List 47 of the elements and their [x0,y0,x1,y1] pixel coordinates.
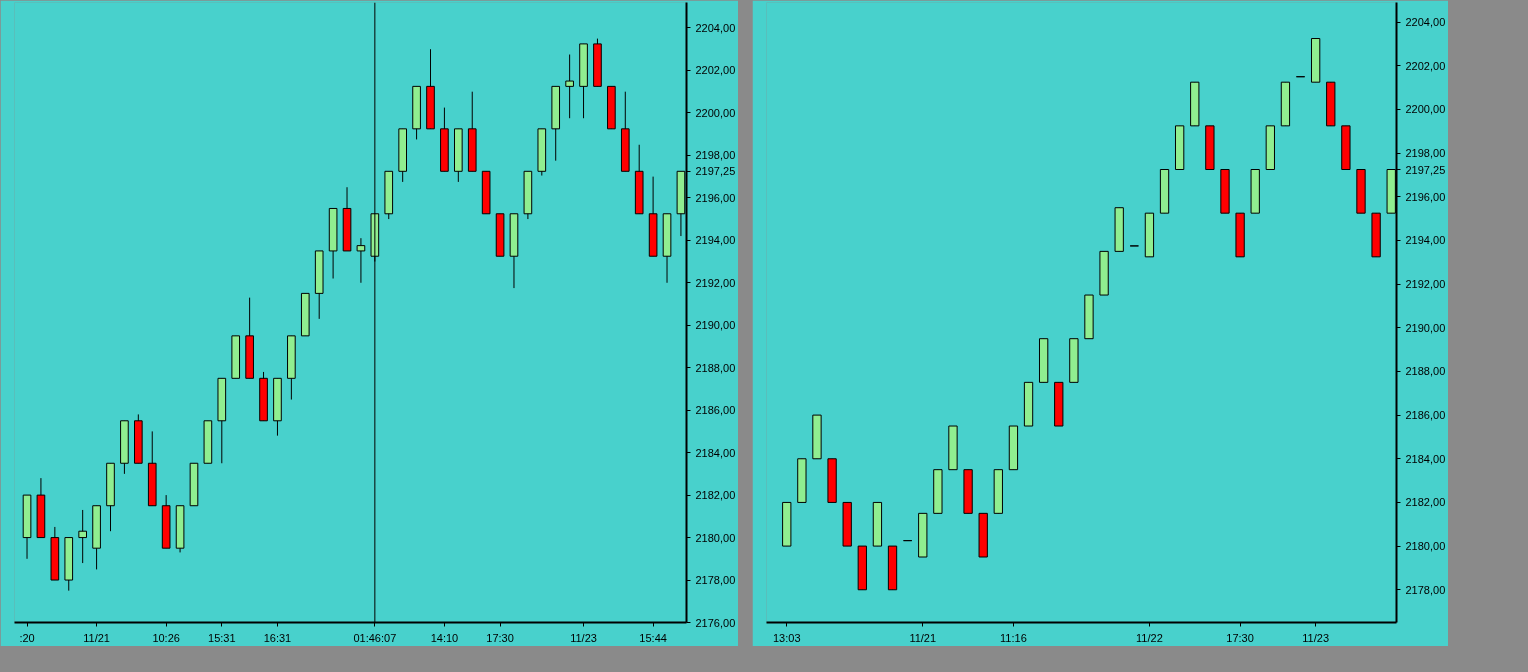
y-tick-label: 2182,00 [1405,496,1446,509]
x-tick-label: 15:31 [208,631,236,644]
x-tick-label: 10:26 [152,631,180,644]
y-tick-label: 2204,00 [695,21,736,34]
y-tick-label: 2200,00 [1405,103,1446,116]
y-tick-label: 2204,00 [1405,16,1446,29]
x-tick-label: 14:10 [430,631,459,644]
y-tick-label: 2192,00 [695,276,736,289]
x-tick-label: 11:16 [1000,631,1027,644]
y-tick-label: 2198,00 [695,149,736,162]
y-tick-label: 2197,25 [1405,163,1446,176]
y-tick-label: 2186,00 [695,404,736,417]
y-tick-label: 2188,00 [695,361,736,374]
x-tick-label: 11/21 [83,631,110,644]
x-tick-label: :20 [19,631,35,644]
y-tick-label: 2192,00 [1405,278,1446,291]
y-tick-label: 2184,00 [1405,452,1446,465]
y-tick-label: 2184,00 [695,446,736,459]
x-tick-label: 17:30 [1226,631,1254,644]
x-tick-label: 11/23 [570,631,597,644]
y-tick-label: 2176,00 [695,616,736,629]
y-tick-label: 2197,25 [695,165,736,178]
y-tick-label: 2182,00 [695,489,736,502]
y-tick-label: 2202,00 [695,64,736,77]
y-tick-label: 2190,00 [695,319,736,332]
y-tick-label: 2194,00 [695,234,736,247]
y-tick-label: 2194,00 [1405,234,1446,247]
y-tick-label: 2200,00 [695,106,736,119]
y-tick-label: 2196,00 [1405,190,1446,203]
x-tick-label: 17:30 [486,631,514,644]
y-tick-label: 2202,00 [1405,59,1446,72]
x-tick-label: 16:31 [263,631,292,644]
x-tick-label: 01:46:07 [353,631,397,644]
y-tick-label: 2198,00 [1405,147,1446,160]
y-tick-label: 2196,00 [695,191,736,204]
y-tick-label: 2186,00 [1405,409,1446,422]
x-tick-label: 11/22 [1136,631,1163,644]
y-tick-label: 2188,00 [1405,365,1446,378]
y-tick-label: 2190,00 [1405,321,1446,334]
x-tick-label: 13:03 [772,631,801,644]
y-tick-label: 2180,00 [695,531,736,544]
y-tick-label: 2178,00 [1405,583,1446,596]
x-tick-label: 11/23 [1302,631,1330,644]
y-tick-label: 2178,00 [695,574,736,587]
x-tick-label: 11/21 [909,631,937,644]
y-tick-label: 2180,00 [1405,540,1446,553]
x-tick-label: 15:44 [639,631,667,644]
